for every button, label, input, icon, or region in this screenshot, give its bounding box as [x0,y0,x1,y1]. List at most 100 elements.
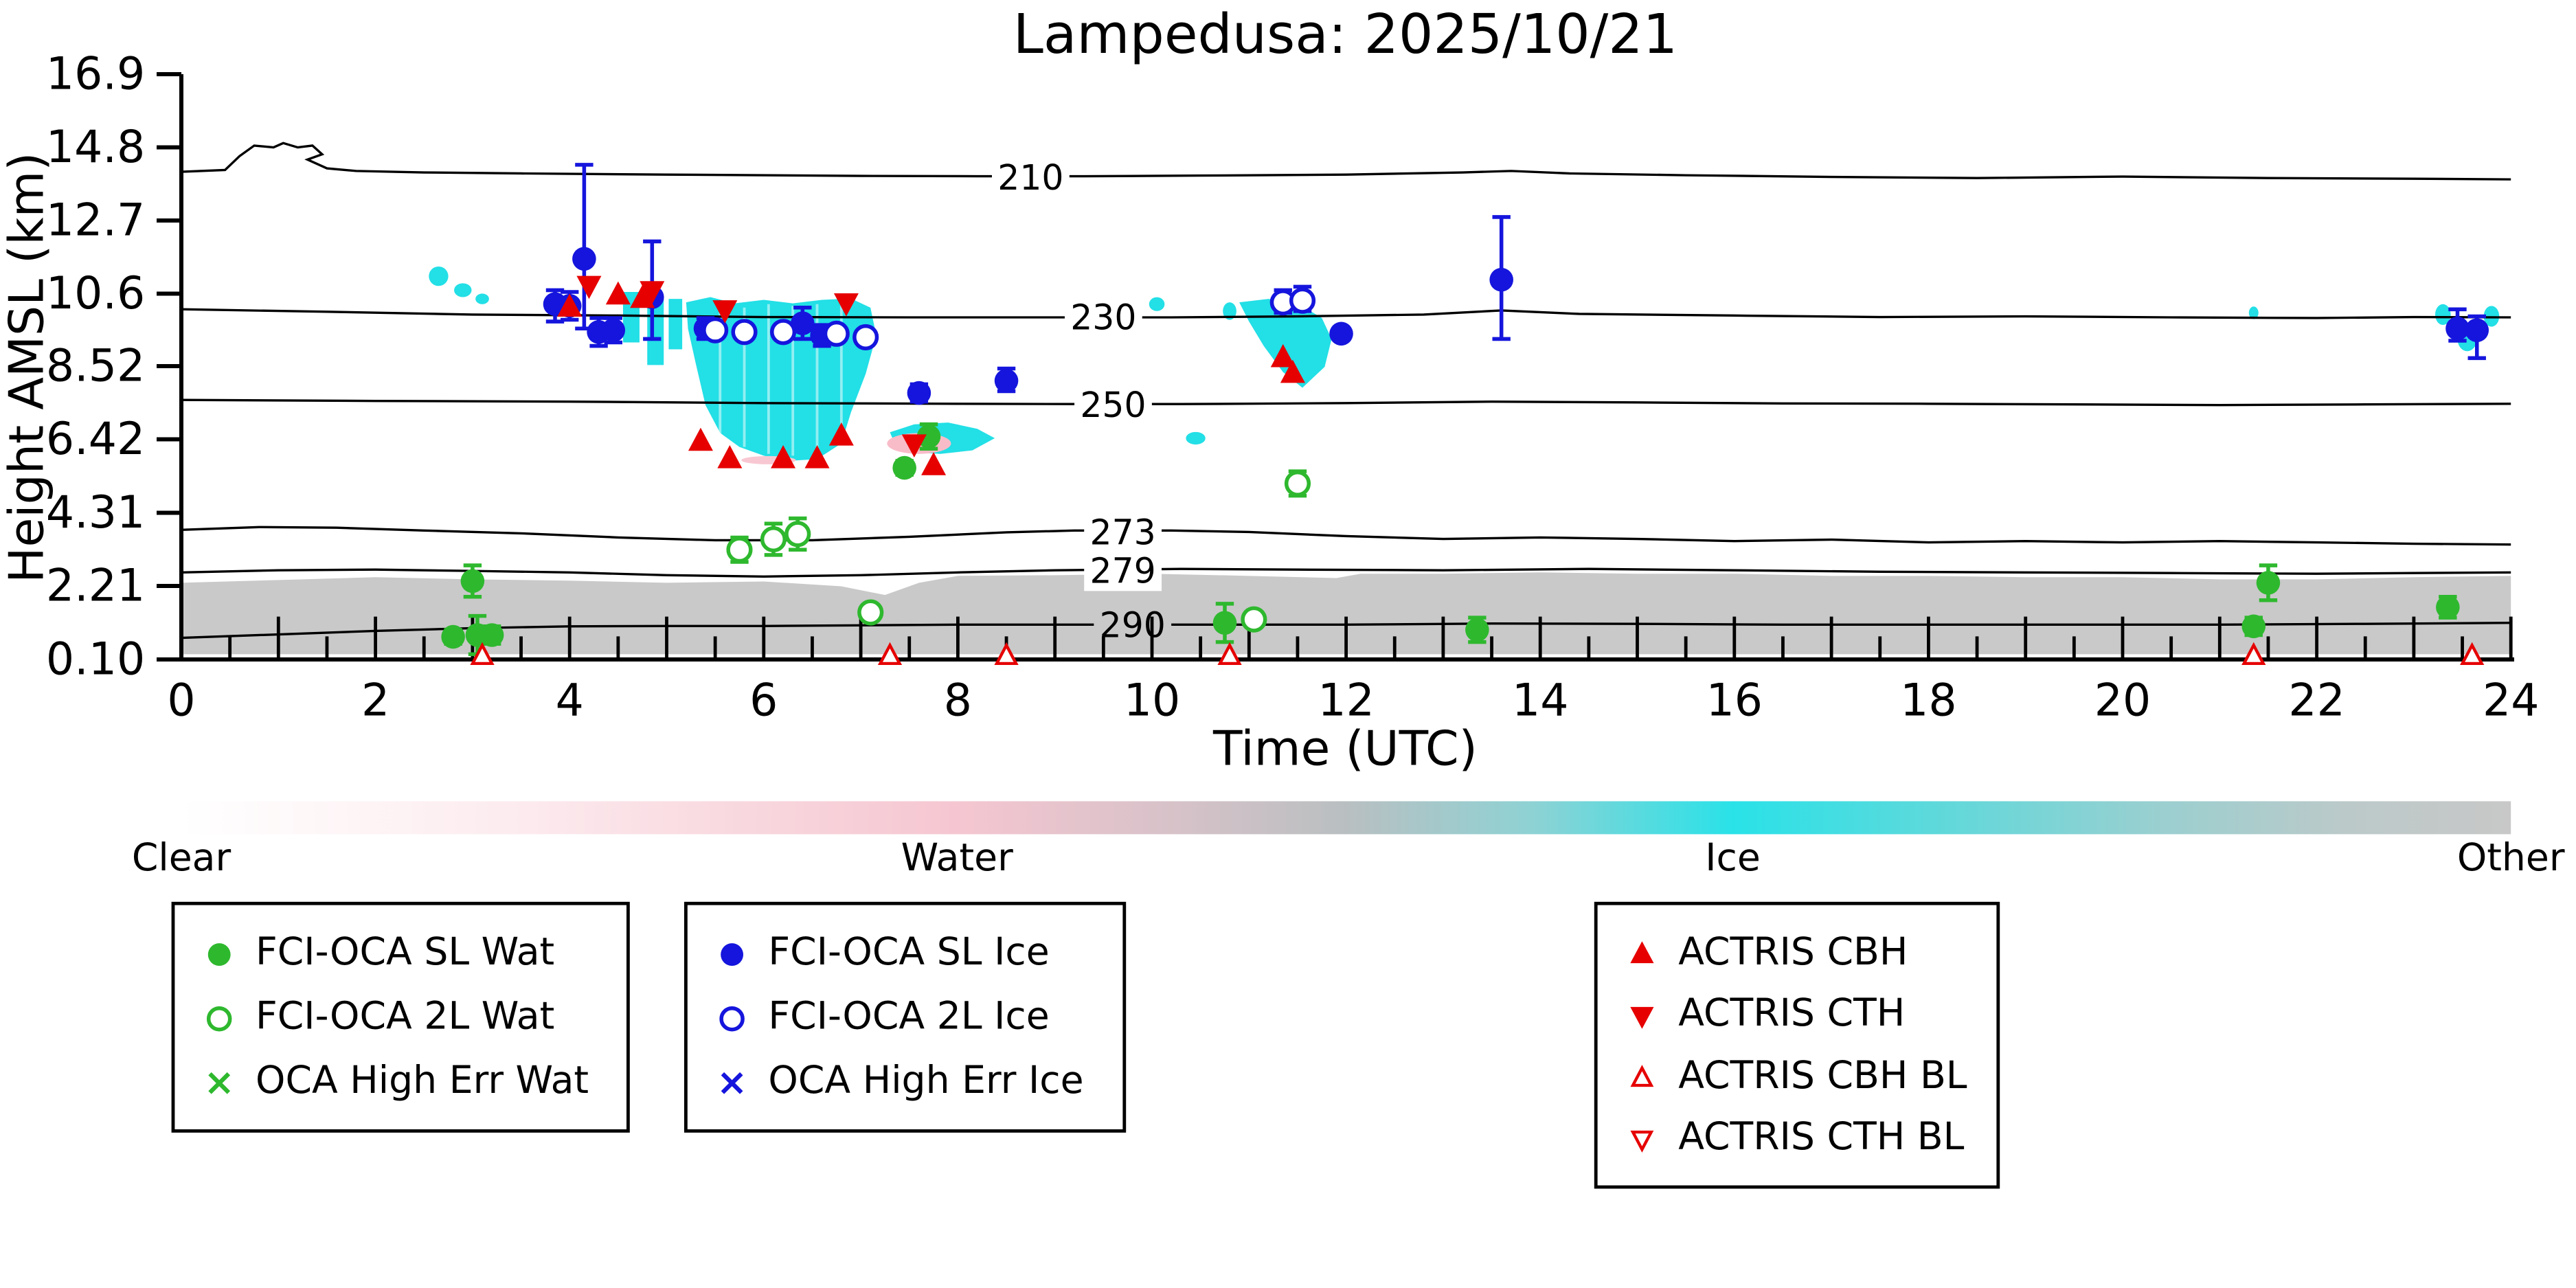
y-tick-label: 6.42 [46,414,145,465]
y-tick-label: 2.21 [46,561,145,612]
series-actris_cbh [557,281,1305,475]
contour-line-210 [181,142,2511,181]
series-fci_sl_ice [543,247,2489,405]
legend-marker-tri-up-open-icon [1630,1064,1654,1087]
series-actris_cth [576,275,927,457]
legend-label: FCI-OCA 2L Ice [768,995,1050,1039]
legend-label: FCI-OCA 2L Wat [256,995,555,1039]
series-actris_cbh_bl [470,642,2485,666]
colorbar-label-clear: Clear [131,837,231,881]
raster-blob [454,283,472,297]
legend-item-fci_sl_ice: FCI-OCA SL Ice [710,923,1099,984]
y-tick-label: 14.8 [46,122,145,173]
colorbar-label-water: Water [901,837,1013,881]
series-fci_2l_ice [702,287,1316,350]
contour-label-bg [1074,382,1152,425]
y-tick-label: 16.9 [46,49,145,100]
raster-blob [429,266,449,286]
legend-label: ACTRIS CTH BL [1678,1116,1965,1160]
x-tick-label: 10 [1124,675,1180,727]
x-tick-label: 14 [1512,675,1568,727]
legend-label: ACTRIS CBH [1678,931,1908,974]
contour-label: 279 [1090,550,1156,591]
contour-line-250 [181,398,2511,407]
y-tick-label: 8.52 [46,341,145,392]
x-tick-label: 2 [361,675,389,727]
contour-label-bg [1094,602,1172,646]
x-tick-label: 8 [944,675,972,727]
raster-blob [2248,306,2259,319]
legend-marker-x-icon [721,1072,743,1094]
legend-water: FCI-OCA SL Wat FCI-OCA 2L Wat OCA High Err… [171,901,630,1133]
y-axis-label: Height AMSL (km) [0,152,54,583]
colorbar [181,801,2511,835]
contour-label-bg [1064,295,1142,338]
legend-item-fci_2l_ice: FCI-OCA 2L Ice [710,986,1099,1048]
legend-ice: FCI-OCA SL Ice FCI-OCA 2L Ice OCA High Err… [684,901,1127,1133]
legend-item-oca_err_wat: OCA High Err Wat [198,1050,603,1111]
contour-label-bg [1084,547,1162,591]
legend-actris: ACTRIS CBH ACTRIS CTH ACTRIS CBH BL ACTRIS … [1594,901,2000,1189]
legend-marker-circle-icon [721,943,744,967]
raster-blob [475,293,489,304]
raster-blob [1149,297,1165,311]
x-tick-label: 24 [2483,675,2539,727]
contour-label: 290 [1100,605,1166,645]
legend-item-fci_sl_wat: FCI-OCA SL Wat [198,923,603,984]
legend-marker-circle-icon [207,943,231,967]
legend-item-actris_cbh: ACTRIS CBH [1620,922,1974,983]
series-layer [441,163,2489,666]
contour-label: 250 [1080,385,1146,425]
contour-line-230 [181,308,2511,319]
legend-label: FCI-OCA SL Wat [256,931,555,975]
x-tick-label: 20 [2094,675,2151,727]
contour-label: 210 [997,157,1063,198]
legend-marker-tri-down-open-icon [1630,1131,1654,1153]
legend-item-actris_cth: ACTRIS CTH [1620,984,1974,1045]
legend-marker-x-icon [208,1072,231,1094]
axes-layer: 16.914.812.710.68.526.424.312.210.100 2 4 6… [46,49,2540,727]
legend-label: OCA High Err Ice [768,1059,1084,1103]
raster-blob [1239,299,1332,388]
legend-marker-circle-open-icon [719,1006,745,1032]
raster-blob [1186,431,1206,445]
raster-blob [2435,304,2451,326]
x-tick-label: 16 [1706,675,1763,727]
x-tick-label: 12 [1318,675,1374,727]
contour-label-bg [1084,510,1162,553]
x-tick-label: 0 [167,675,195,727]
legend-marker-tri-up-icon [1630,940,1654,963]
x-tick-label: 18 [1900,675,1956,727]
colorbar-label-other: Other [2456,837,2565,881]
legend-label: ACTRIS CTH [1678,993,1906,1036]
y-tick-label: 10.6 [46,268,145,319]
contour-line-273 [181,526,2511,546]
y-tick-label: 4.31 [46,487,145,539]
y-tick-label: 12.7 [46,195,145,247]
x-tick-label: 22 [2288,675,2345,727]
x-axis-label: Time (UTC) [1212,721,1478,775]
legend-item-actris_cbh_bl: ACTRIS CBH BL [1620,1046,1974,1107]
raster-blob [668,299,683,350]
contour-line-279 [181,567,2511,578]
contour-label: 230 [1070,297,1136,338]
legend-marker-tri-down-icon [1630,1007,1654,1030]
raster-blob [1223,302,1236,320]
legend-label: OCA High Err Wat [256,1059,589,1103]
colorbar-label-ice: Ice [1705,837,1761,881]
contour-label: 273 [1090,512,1156,553]
legend-label: ACTRIS CBH BL [1678,1054,1967,1098]
legend-label: FCI-OCA SL Ice [768,931,1050,975]
x-tick-label: 4 [556,675,584,727]
series-fci_2l_wat [726,470,1311,633]
chart-title: Lampedusa: 2025/10/21 [1013,2,1677,66]
legend-item-oca_err_ice: OCA High Err Ice [710,1050,1099,1111]
contour-label-bg [991,155,1070,198]
legend-item-actris_cth_bl: ACTRIS CTH BL [1620,1107,1974,1168]
x-tick-label: 6 [749,675,778,727]
y-tick-label: 0.10 [46,634,145,686]
legend-marker-circle-open-icon [206,1006,232,1032]
